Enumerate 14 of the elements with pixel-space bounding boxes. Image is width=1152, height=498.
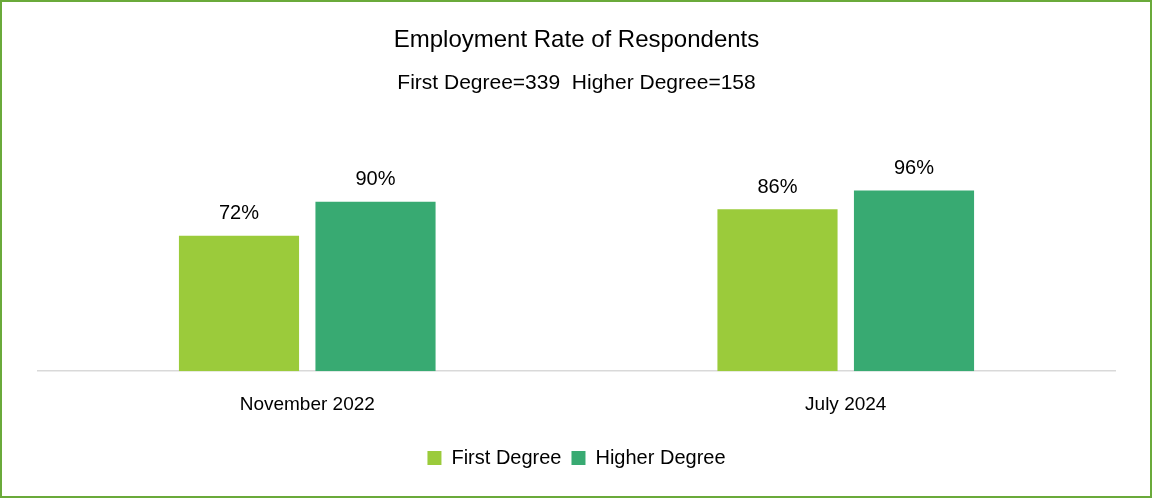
data-label: 86% [757, 174, 798, 197]
x-tick-label: November 2022 [239, 392, 375, 414]
bar [315, 201, 436, 372]
x-tick-label: July 2024 [805, 392, 887, 414]
bar [717, 209, 838, 372]
data-label: 90% [355, 167, 396, 190]
chart-subtitle: First Degree=339 Higher Degree=158 [397, 70, 756, 94]
bar [853, 190, 975, 372]
chart-title: Employment Rate of Respondents [393, 25, 760, 53]
legend-label: Higher Degree [595, 445, 726, 468]
data-label: 96% [893, 156, 935, 179]
bar [178, 235, 300, 372]
legend-label: First Degree [451, 445, 562, 468]
data-label: 72% [218, 201, 260, 224]
